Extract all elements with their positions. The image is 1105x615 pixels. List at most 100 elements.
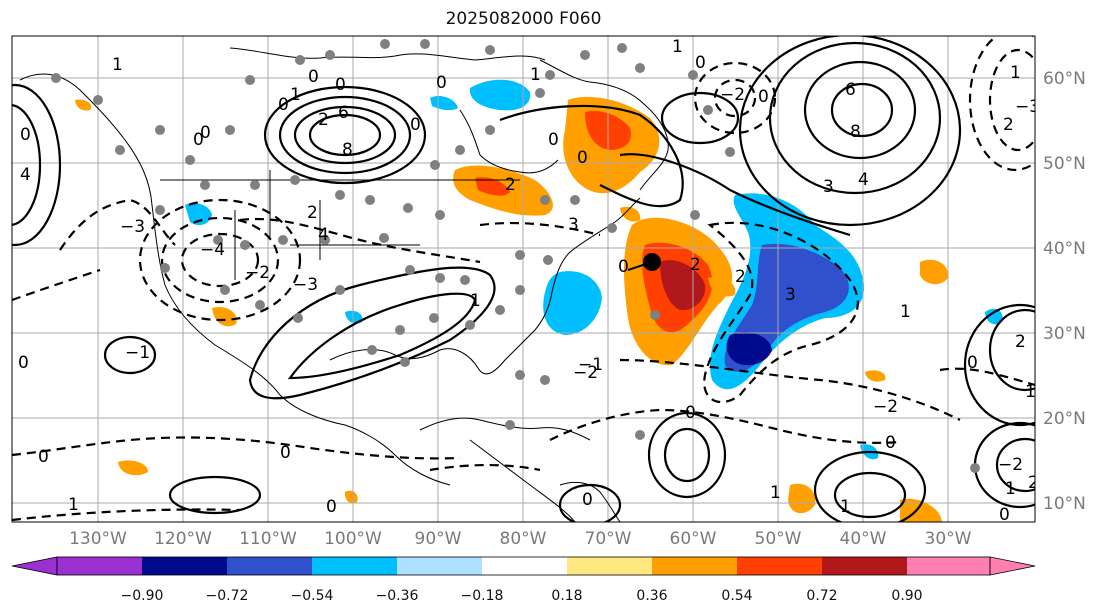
positive-anomaly-region xyxy=(344,490,358,504)
colorbar-segment xyxy=(312,557,397,575)
contour-label: 3 xyxy=(823,177,834,197)
contour-label: 2 xyxy=(505,175,516,195)
contour-label: 1 xyxy=(68,495,79,515)
colorbar-segment xyxy=(567,557,652,575)
colorbar-segment xyxy=(227,557,312,575)
contour-label: 0 xyxy=(685,403,696,423)
contour-label: 0 xyxy=(695,53,706,73)
positive-anomaly-region xyxy=(75,99,92,111)
contour-label: −1 xyxy=(578,355,603,375)
contour-label: −2 xyxy=(573,363,598,383)
contour-label: 0 xyxy=(967,353,978,373)
positive-anomaly-max xyxy=(660,260,706,311)
contour-label: 0 xyxy=(20,125,31,145)
negative-anomaly-region xyxy=(185,203,212,226)
contour-label: 0 xyxy=(280,443,291,463)
contour-label: 1 xyxy=(112,55,123,75)
contour-label: −2 xyxy=(998,455,1023,475)
positive-anomaly-region xyxy=(865,370,886,382)
colorbar-tick-label: 0.18 xyxy=(551,588,582,604)
colorbar-over-arrow xyxy=(989,556,1036,576)
contour-label: 1 xyxy=(530,65,541,85)
map-frame xyxy=(11,35,1036,523)
negative-anomaly-region xyxy=(543,271,602,335)
contour-label: 0 xyxy=(326,497,337,517)
lon-label: 80°W xyxy=(500,529,547,549)
contour-label: 4 xyxy=(858,170,869,190)
colorbar-tick-label: −0.18 xyxy=(461,588,504,604)
colorbar-tick-label: −0.36 xyxy=(376,588,419,604)
lat-label: 20°N xyxy=(1043,409,1086,429)
lon-label: 40°W xyxy=(840,529,887,549)
lat-label: 10°N xyxy=(1043,494,1086,514)
contour-label: 0 xyxy=(999,505,1010,525)
contour-label: 1 xyxy=(290,85,301,105)
positive-anomaly-region xyxy=(920,259,949,285)
contour-label: 6 xyxy=(845,80,856,100)
contour-label: −2 xyxy=(245,263,270,283)
positive-contours xyxy=(12,36,1035,522)
lon-label: 110°W xyxy=(239,529,297,549)
contour-label: 1 xyxy=(1005,479,1016,499)
graticule xyxy=(12,36,1035,522)
contour-label: −4 xyxy=(200,240,225,260)
contour-label: 2 xyxy=(735,267,746,287)
storm-center-marker xyxy=(643,253,661,271)
contour-label: 3 xyxy=(785,285,796,305)
contour-label: −2 xyxy=(720,85,745,105)
positive-anomaly-region xyxy=(118,460,148,476)
contour-label: 2 xyxy=(1015,332,1026,352)
latitude-labels: 60°N 50°N 40°N 30°N 20°N 10°N xyxy=(1043,69,1086,514)
colorbar-segment xyxy=(737,557,822,575)
contour-label: 8 xyxy=(850,122,861,142)
contour-label: 0 xyxy=(410,115,421,135)
contour-label: 0 xyxy=(38,447,49,467)
contour-label: 0 xyxy=(308,67,319,87)
contour-label: 0 xyxy=(577,148,588,168)
contour-label: 2 xyxy=(318,110,329,130)
contour-label: 4 xyxy=(20,165,31,185)
contour-label: 0 xyxy=(548,130,559,150)
contour-label: 0 xyxy=(193,130,204,150)
lon-label: 90°W xyxy=(415,529,462,549)
colorbar-segment xyxy=(142,557,227,575)
contour-label: 1 xyxy=(1025,382,1036,402)
contour-label: 8 xyxy=(342,140,353,160)
positive-anomaly-region xyxy=(708,276,736,297)
lon-label: 70°W xyxy=(585,529,632,549)
lat-label: 60°N xyxy=(1043,69,1086,89)
lon-label: 50°W xyxy=(755,529,802,549)
lon-label: 60°W xyxy=(670,529,717,549)
colorbar-segment xyxy=(482,557,567,575)
positive-anomaly-core xyxy=(475,177,510,196)
colorbar-segment xyxy=(652,557,737,575)
colorbar-segment xyxy=(907,557,990,575)
colorbar-tick-label: 0.36 xyxy=(636,588,667,604)
negative-anomaly-region xyxy=(430,96,458,111)
contour-label: 2 xyxy=(1003,115,1014,135)
colorbar-tick-label: −0.90 xyxy=(121,588,164,604)
contour-labels: 1 0 0 0 1 −2 0 0 1 0 0 0 4 1 2 0 6 8 −3 … xyxy=(18,37,1040,525)
colorbar-under-arrow xyxy=(11,556,58,576)
colorbar: −0.90 −0.72 −0.54 −0.36 −0.18 0.18 0.36 … xyxy=(11,556,1036,604)
longitude-labels: 130°W 120°W 110°W 100°W 90°W 80°W 70°W 6… xyxy=(69,529,972,549)
contour-label: 3 xyxy=(568,215,579,235)
contour-label: 0 xyxy=(335,75,346,95)
map-title: 2025082000 F060 xyxy=(445,9,602,29)
colorbar-segment xyxy=(822,557,907,575)
contour-label: −3 xyxy=(1015,97,1040,117)
contour-label: −2 xyxy=(873,397,898,417)
contour-label: 6 xyxy=(338,103,349,123)
contour-label: 0 xyxy=(436,73,447,93)
contour-label: 1 xyxy=(900,302,911,322)
negative-anomaly-region xyxy=(985,308,1003,325)
contour-label: 0 xyxy=(200,123,211,143)
contour-label: 2 xyxy=(1028,473,1039,493)
contour-label: 0 xyxy=(278,95,289,115)
positive-anomaly-region xyxy=(620,206,641,222)
contour-label: 1 xyxy=(840,497,851,517)
colorbar-tick-label: −0.54 xyxy=(291,588,334,604)
contour-label: 4 xyxy=(318,225,329,245)
contour-label: 1 xyxy=(770,483,781,503)
